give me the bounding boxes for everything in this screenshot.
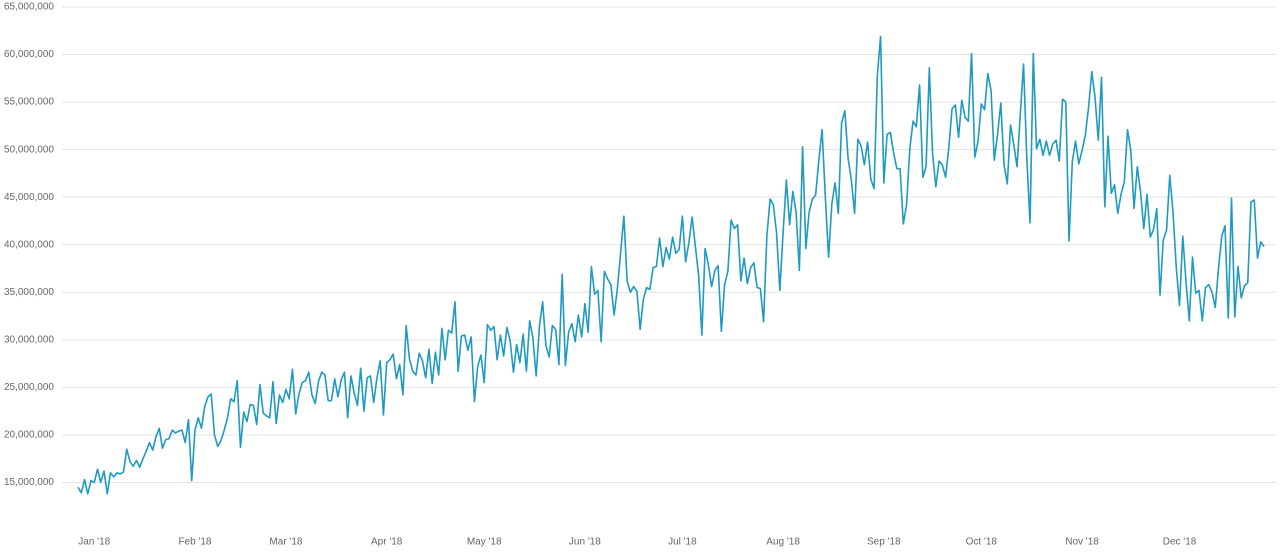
x-tick-label: Apr '18 (371, 537, 403, 548)
x-tick-label: Oct '18 (966, 537, 998, 548)
y-tick-label: 50,000,000 (4, 144, 54, 155)
x-tick-label: Mar '18 (269, 537, 302, 548)
y-tick-label: 65,000,000 (4, 2, 54, 13)
x-tick-label: Jul '18 (668, 537, 697, 548)
x-tick-label: Feb '18 (178, 537, 211, 548)
y-tick-label: 25,000,000 (4, 382, 54, 393)
y-tick-label: 15,000,000 (4, 477, 54, 488)
x-tick-label: Dec '18 (1163, 537, 1197, 548)
y-tick-label: 60,000,000 (4, 49, 54, 60)
x-tick-label: Aug '18 (766, 537, 800, 548)
y-tick-label: 30,000,000 (4, 334, 54, 345)
y-tick-label: 55,000,000 (4, 97, 54, 108)
y-tick-label: 35,000,000 (4, 287, 54, 298)
y-tick-label: 45,000,000 (4, 192, 54, 203)
x-tick-label: Sep '18 (867, 537, 901, 548)
x-tick-label: May '18 (467, 537, 502, 548)
x-tick-label: Jun '18 (569, 537, 601, 548)
series-line (77, 35, 1265, 495)
x-tick-label: Jan '18 (78, 537, 110, 548)
y-tick-label: 40,000,000 (4, 239, 54, 250)
y-tick-label: 20,000,000 (4, 430, 54, 441)
x-tick-label: Nov '18 (1065, 537, 1099, 548)
